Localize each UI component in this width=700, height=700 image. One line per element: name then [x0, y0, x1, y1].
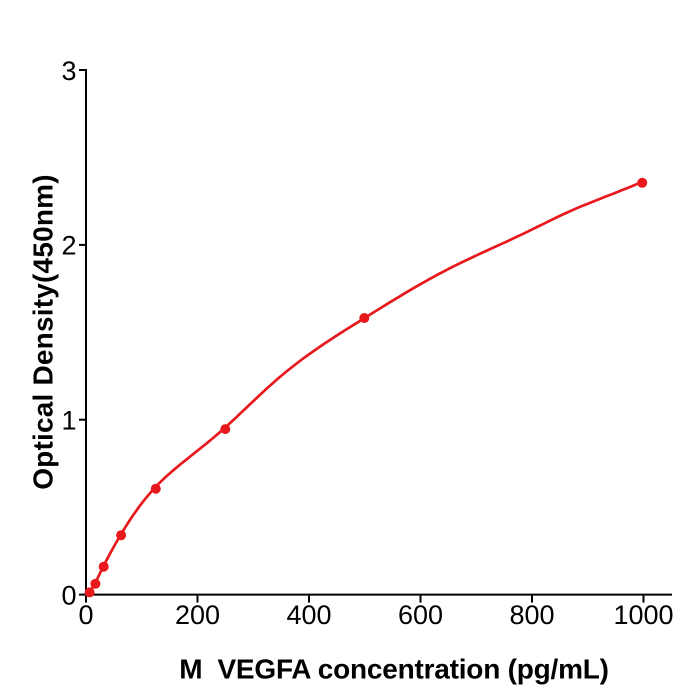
svg-text:600: 600: [398, 600, 443, 630]
svg-text:2: 2: [61, 231, 76, 261]
svg-text:0: 0: [61, 580, 76, 610]
svg-text:200: 200: [175, 600, 220, 630]
svg-text:1000: 1000: [613, 600, 673, 630]
svg-text:800: 800: [509, 600, 554, 630]
svg-text:0: 0: [78, 600, 93, 630]
svg-text:M VEGFA concentration (pg/mL): M VEGFA concentration (pg/mL): [179, 654, 608, 685]
svg-text:Optical Density(450nm): Optical Density(450nm): [28, 174, 59, 490]
svg-text:1: 1: [61, 406, 76, 436]
svg-text:3: 3: [61, 56, 76, 86]
svg-text:400: 400: [286, 600, 331, 630]
